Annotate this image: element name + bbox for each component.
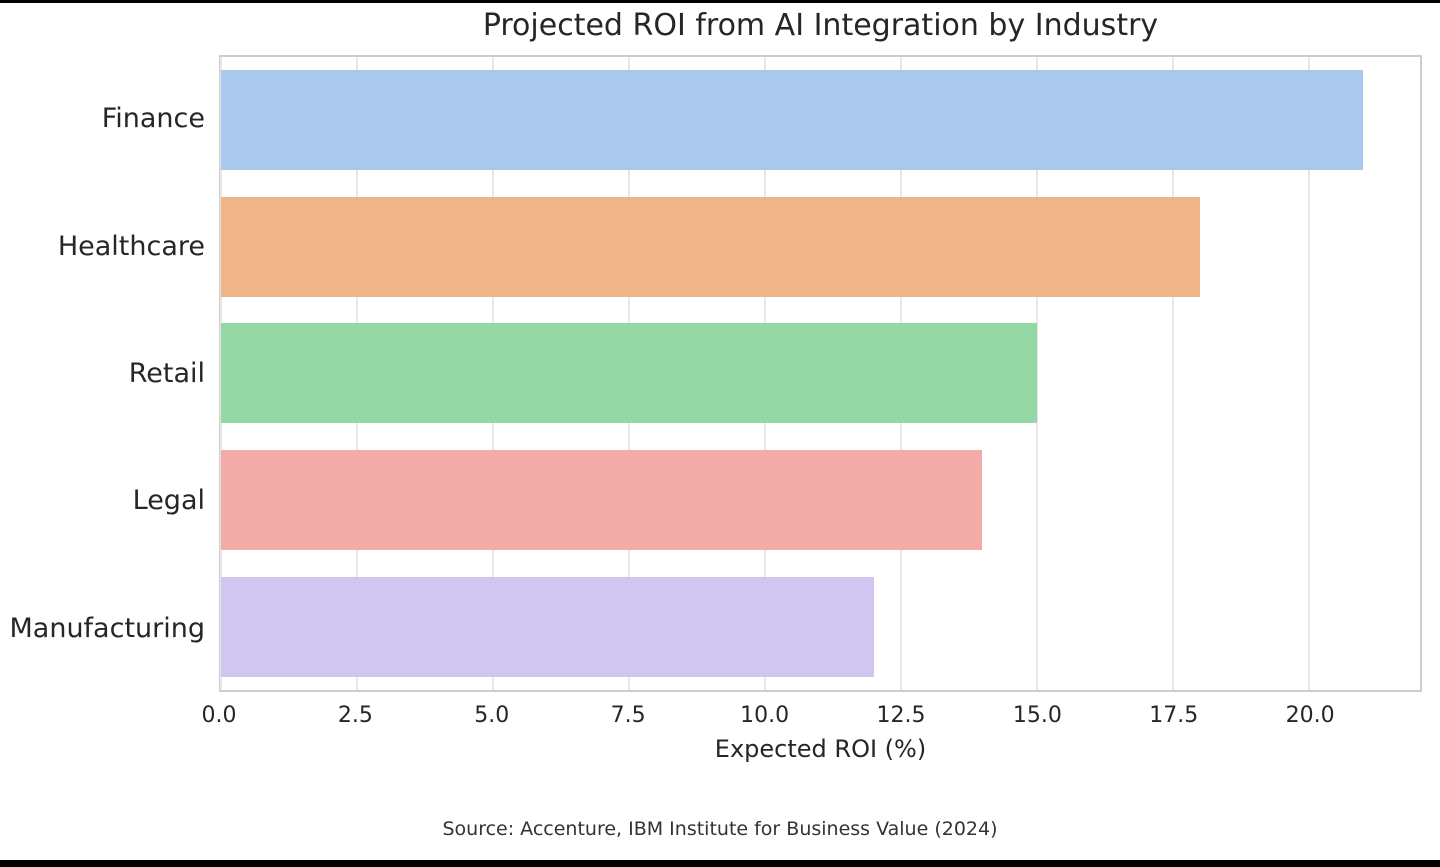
- bar-finance: [221, 70, 1363, 171]
- bar-manufacturing: [221, 576, 874, 677]
- bar-legal: [221, 450, 983, 551]
- bar-row: [221, 563, 1420, 690]
- gridline: [1307, 57, 1310, 690]
- y-axis-category-labels: Finance Healthcare Retail Legal Manufacturin…: [0, 55, 205, 692]
- bar-row: [221, 437, 1420, 564]
- bar-row: [221, 57, 1420, 184]
- category-label-finance: Finance: [101, 103, 205, 135]
- chart-title: Projected ROI from AI Integration by Ind…: [482, 8, 1159, 43]
- plot-area: [219, 55, 1422, 692]
- screen-bottom-edge: [0, 860, 1440, 867]
- bar-row: [221, 184, 1420, 311]
- category-label-legal: Legal: [132, 485, 205, 517]
- x-tick-label: 5.0: [474, 703, 510, 728]
- x-tick-label: 20.0: [1285, 703, 1335, 728]
- source-note: Source: Accenture, IBM Institute for Bus…: [442, 818, 998, 840]
- x-tick-label: 10.0: [740, 703, 790, 728]
- bar-retail: [221, 323, 1037, 424]
- x-tick-label: 17.5: [1149, 703, 1199, 728]
- x-tick-label: 15.0: [1012, 703, 1062, 728]
- bar-healthcare: [221, 196, 1200, 297]
- x-axis-label: Expected ROI (%): [714, 735, 927, 763]
- bars-layer: [221, 57, 1420, 690]
- x-tick-label: 0.0: [201, 703, 237, 728]
- gridline: [1171, 57, 1174, 690]
- screen-top-edge: [0, 0, 1440, 3]
- gridline: [1035, 57, 1038, 690]
- category-label-retail: Retail: [128, 358, 205, 390]
- bar-row: [221, 310, 1420, 437]
- x-tick-label: 7.5: [610, 703, 646, 728]
- x-axis-ticks: 0.0 2.5 5.0 7.5 10.0 12.5 15.0 17.5 20.0: [202, 703, 1422, 735]
- x-tick-label: 12.5: [876, 703, 926, 728]
- x-tick-label: 2.5: [337, 703, 373, 728]
- category-label-manufacturing: Manufacturing: [9, 612, 205, 644]
- category-label-healthcare: Healthcare: [57, 230, 205, 262]
